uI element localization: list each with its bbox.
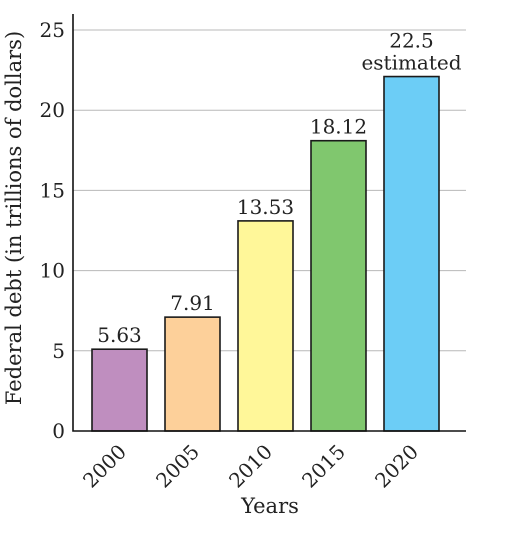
data-labels: 5.63 7.91 13.53 18.12 22.5 estimated: [97, 29, 462, 348]
y-tick-25: 25: [40, 18, 65, 42]
x-tick-labels: 2000 2005 2010 2015 2020: [78, 440, 423, 493]
x-tick-2010: 2010: [224, 440, 277, 493]
data-label-2010: 13.53: [237, 195, 294, 219]
bar-2015: [310, 139, 367, 432]
bar-2010: [237, 220, 294, 432]
x-tick-2000: 2000: [78, 440, 131, 493]
x-axis-label: Years: [240, 494, 299, 518]
x-tick-2015: 2015: [297, 440, 350, 493]
data-label-2020: 22.5 estimated: [361, 29, 461, 75]
y-axis-label: Federal debt (in trillions of dollars): [2, 31, 26, 405]
y-tick-20: 20: [40, 98, 65, 122]
bar-2005: [164, 316, 221, 432]
x-tick-2020: 2020: [370, 440, 423, 493]
x-tick-2005: 2005: [151, 440, 204, 493]
y-tick-5: 5: [52, 339, 65, 363]
data-label-2005: 7.91: [170, 291, 215, 315]
axes-frame: [72, 14, 466, 432]
data-label-2000: 5.63: [97, 323, 142, 347]
bar-2020: [383, 75, 440, 432]
y-tick-10: 10: [40, 259, 65, 283]
bars: [91, 75, 440, 432]
y-tick-0: 0: [52, 419, 65, 443]
y-tick-15: 15: [40, 178, 65, 202]
bar-2000: [91, 348, 148, 432]
data-label-2015: 18.12: [310, 115, 367, 139]
y-tick-labels: 0 5 10 15 20 25: [40, 18, 65, 443]
